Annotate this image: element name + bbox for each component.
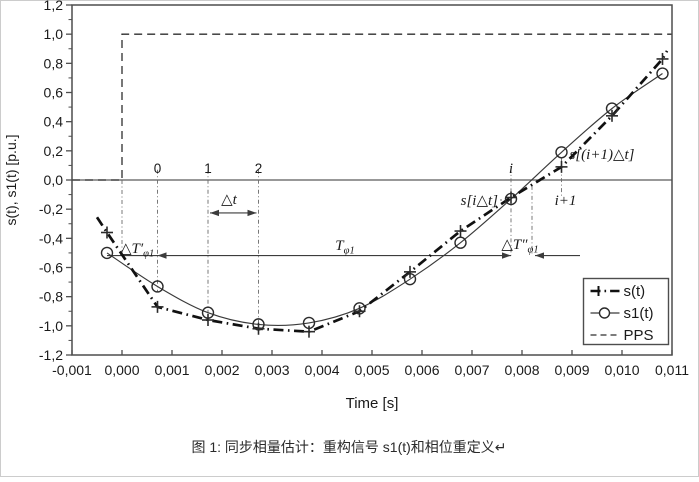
x-tick-label: 0,011: [655, 362, 689, 378]
x-tick-label: 0,008: [504, 362, 539, 378]
s1-circle-marker: [605, 102, 619, 115]
y-tick-label: -0,6: [39, 259, 63, 275]
y-tick-label: 1,0: [44, 26, 64, 42]
s1-circle-marker: [302, 316, 316, 330]
y-tick-label: -0,8: [39, 289, 63, 305]
T-phi1-right-arrow: [502, 252, 511, 259]
s1-circle-marker: [403, 272, 417, 286]
y-axis-title: s(t), s1(t) [p.u.]: [3, 134, 19, 225]
s1-circle-marker: [201, 306, 215, 319]
s1-circle-marker: [252, 318, 265, 331]
label-T-phi1: Tφ1: [335, 238, 354, 257]
point-label-s-i-dt: s[i△t]: [461, 193, 499, 209]
label-delta-t: △t: [221, 192, 238, 208]
x-tick-label: 0,002: [204, 362, 239, 378]
delta-t-right-arrow: [247, 209, 257, 217]
s-plus-marker: [606, 109, 618, 122]
x-tick-label: 0,005: [354, 362, 389, 378]
sample-index-i+1: i+1: [555, 193, 577, 209]
T-phi1-left-arrow: [157, 252, 167, 259]
s-plus-marker: [151, 300, 164, 313]
point-label-s-i1-dt: s[(i+1)△t]: [570, 147, 635, 163]
s1-circle-marker: [504, 192, 518, 206]
legend-swatch-s1-circle: [598, 307, 611, 319]
y-tick-label: 0,6: [44, 85, 64, 101]
s1-circle-marker: [151, 280, 164, 293]
y-tick-label: 0,4: [44, 114, 64, 130]
y-tick-label: -0,4: [39, 230, 63, 246]
dT2-phi1-left-arrow: [535, 252, 544, 259]
y-tick-label: 0,8: [44, 55, 64, 71]
legend-label-pps: PPS: [624, 327, 654, 344]
s-plus-marker: [555, 160, 568, 173]
s1-circle-marker: [353, 302, 366, 315]
legend-label-s1: s1(t): [624, 305, 654, 322]
label-delta-T-dblprime-phi1: △T″φ1: [501, 237, 538, 256]
label-delta-T-prime-phi1: △T′φ1: [120, 241, 154, 260]
x-tick-label: 0,007: [454, 362, 489, 378]
y-tick-label: 1,2: [44, 0, 64, 13]
x-axis-title: Time [s]: [346, 395, 399, 412]
sample-index-0: 0: [154, 161, 162, 176]
s-plus-marker: [454, 225, 467, 238]
s-plus-marker: [101, 226, 113, 239]
sample-index-2: 2: [255, 161, 263, 176]
figure-caption: 图 1: 同步相量估计：重构信号 s1(t)和相位重定义↵: [191, 439, 506, 455]
y-tick-label: -1,2: [39, 347, 63, 363]
x-tick-label: 0,001: [154, 362, 189, 378]
s-plus-marker: [656, 52, 669, 65]
delta-t-left-arrow: [210, 209, 219, 217]
x-tick-label: 0,006: [404, 362, 439, 378]
x-tick-label: 0,010: [604, 362, 639, 378]
s-plus-marker: [404, 265, 416, 278]
s-curve: [95, 50, 669, 334]
x-tick-label: 0,000: [104, 362, 139, 378]
x-tick-label: -0,001: [52, 362, 92, 378]
y-tick-label: -1,0: [39, 318, 63, 334]
sample-index-i: i: [509, 161, 513, 177]
y-tick-label: 0,2: [44, 143, 64, 159]
s1-circle-marker: [555, 146, 568, 159]
s-plus-marker: [202, 313, 214, 326]
s1-circle-marker: [100, 246, 114, 260]
s1-circle-marker: [656, 67, 669, 80]
pps-line: [72, 33, 672, 181]
sample-index-1: 1: [204, 161, 212, 176]
x-tick-label: 0,004: [304, 362, 339, 378]
s1-circle-marker: [454, 236, 467, 249]
x-tick-label: 0,009: [554, 362, 589, 378]
y-tick-label: -0,2: [39, 201, 63, 217]
y-tick-label: 0,0: [44, 172, 64, 188]
s1-curve: [106, 73, 663, 326]
s-plus-marker: [303, 325, 315, 338]
x-tick-label: 0,003: [254, 362, 289, 378]
legend-label-s: s(t): [624, 283, 646, 300]
